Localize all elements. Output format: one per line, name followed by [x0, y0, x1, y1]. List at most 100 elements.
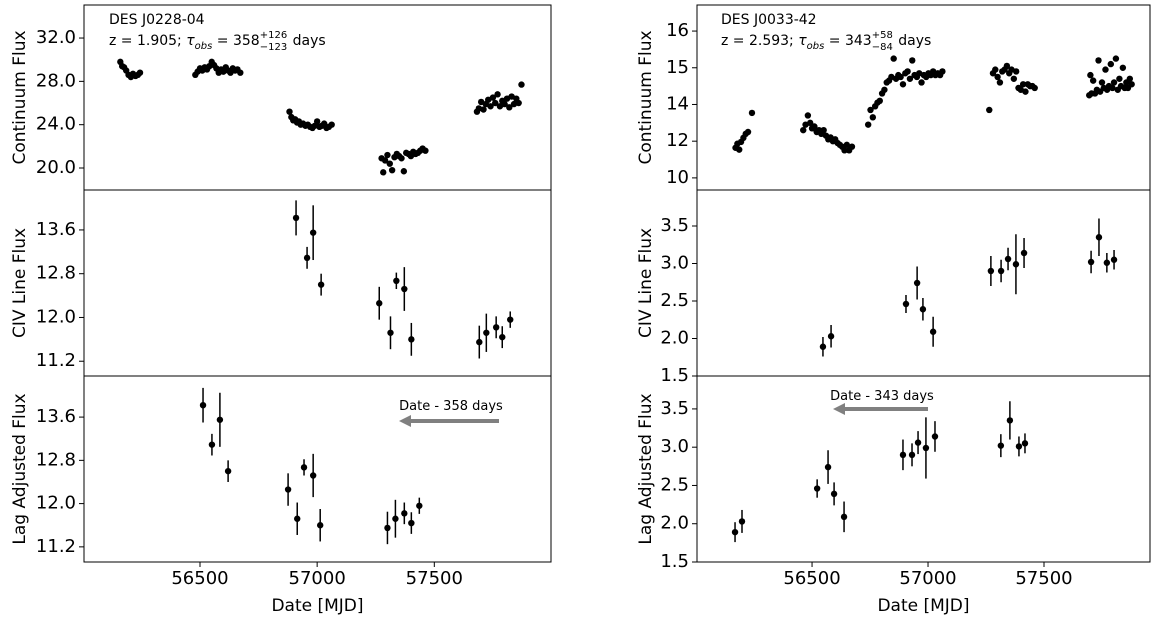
y-tick-label: 3.0: [660, 436, 689, 457]
data-point: [899, 81, 907, 88]
data-point: [939, 68, 946, 75]
data-point: [1012, 261, 1020, 268]
tau: τ: [798, 33, 807, 49]
data-point: [1110, 256, 1118, 263]
data-point: [384, 524, 391, 532]
data-point: [902, 300, 910, 308]
data-point: [820, 126, 827, 134]
arrow-head: [399, 415, 411, 427]
data-point: [292, 214, 300, 222]
y-tick-label: 11.2: [36, 536, 76, 557]
data-point: [388, 166, 396, 174]
x-tick-label: 57000: [899, 568, 956, 589]
data-point: [518, 81, 525, 88]
data-point: [376, 300, 383, 307]
data-point: [1012, 68, 1020, 75]
data-point: [800, 126, 807, 134]
y-tick-label: 13.6: [36, 406, 76, 427]
data-point: [804, 112, 812, 119]
data-point: [384, 151, 391, 159]
y-axis-label: Lag Adjusted Flux: [10, 393, 30, 544]
data-point: [881, 86, 888, 93]
data-point: [1006, 417, 1014, 424]
data-point: [994, 73, 1001, 81]
data-point: [1015, 443, 1023, 450]
data-point: [380, 169, 387, 176]
object-name: DES J0228-04: [109, 12, 205, 28]
object-name: DES J0033-42: [721, 12, 817, 28]
data-point: [316, 522, 324, 529]
data-point: [494, 91, 501, 98]
data-point: [492, 324, 500, 331]
tau-sub: obs: [807, 41, 825, 52]
data-point: [284, 486, 292, 493]
y-axis-label: CIV Line Flux: [636, 228, 656, 338]
x-tick-label: 57500: [1015, 568, 1072, 589]
data-point: [303, 254, 311, 262]
data-point: [381, 157, 389, 164]
arrow-label: Date - 358 days: [399, 399, 503, 414]
data-point: [840, 513, 848, 521]
y-axis-label: Continuum Flux: [10, 30, 30, 164]
y-tick-label: 3.5: [660, 215, 689, 236]
y-tick-label: 1.5: [660, 551, 689, 572]
data-point: [401, 285, 408, 293]
data-point: [1116, 75, 1123, 82]
y-tick-label: 12.0: [36, 493, 76, 514]
data-point: [869, 114, 877, 121]
data-point: [843, 141, 851, 149]
data-point: [1089, 77, 1097, 84]
y-tick-label: 2.5: [660, 290, 689, 311]
y-tick-label: 10: [666, 167, 689, 188]
data-point: [300, 464, 308, 471]
x-tick-label: 57500: [406, 568, 463, 589]
y-tick-label: 3.0: [660, 253, 689, 274]
data-point: [317, 281, 325, 288]
y-tick-label: 12: [666, 130, 689, 151]
data-point: [1128, 81, 1135, 88]
data-point: [1010, 75, 1018, 82]
data-point: [387, 329, 394, 336]
data-point: [398, 155, 405, 162]
x-axis-label: Date [MJD]: [271, 596, 363, 616]
data-point: [731, 528, 739, 536]
data-point: [1087, 258, 1095, 266]
unit: days: [894, 33, 932, 49]
data-point: [499, 333, 506, 341]
data-point: [922, 444, 930, 452]
data-point: [408, 519, 415, 527]
data-point: [864, 121, 872, 128]
data-point: [841, 147, 848, 154]
data-point: [748, 109, 756, 117]
data-point: [393, 277, 400, 285]
y-tick-label: 2.5: [660, 474, 689, 495]
lag-upper: +126: [260, 30, 287, 41]
data-point: [1095, 234, 1103, 241]
data-point: [422, 147, 429, 154]
data-point: [1020, 249, 1028, 257]
data-point: [929, 328, 937, 335]
data-point: [904, 68, 911, 75]
y-axis-label: Continuum Flux: [636, 30, 656, 164]
data-point: [1109, 84, 1116, 92]
data-point: [1103, 259, 1111, 266]
data-point: [492, 99, 499, 107]
arrow-head: [833, 403, 845, 415]
y-tick-label: 13.6: [36, 219, 76, 240]
data-point: [1110, 79, 1118, 86]
data-point: [819, 343, 827, 350]
y-tick-label: 14: [666, 93, 689, 114]
data-point: [386, 160, 393, 167]
data-point: [506, 104, 513, 111]
data-point: [216, 416, 224, 423]
data-point: [996, 79, 1004, 86]
data-point: [918, 79, 925, 86]
lag-lower: −123: [260, 42, 287, 53]
data-point: [224, 467, 232, 475]
data-point: [997, 267, 1005, 275]
x-axis-label: Date [MJD]: [877, 596, 969, 616]
lag-lower: −84: [872, 42, 893, 53]
data-point: [1126, 75, 1134, 82]
arrow-label: Date - 343 days: [830, 389, 934, 404]
